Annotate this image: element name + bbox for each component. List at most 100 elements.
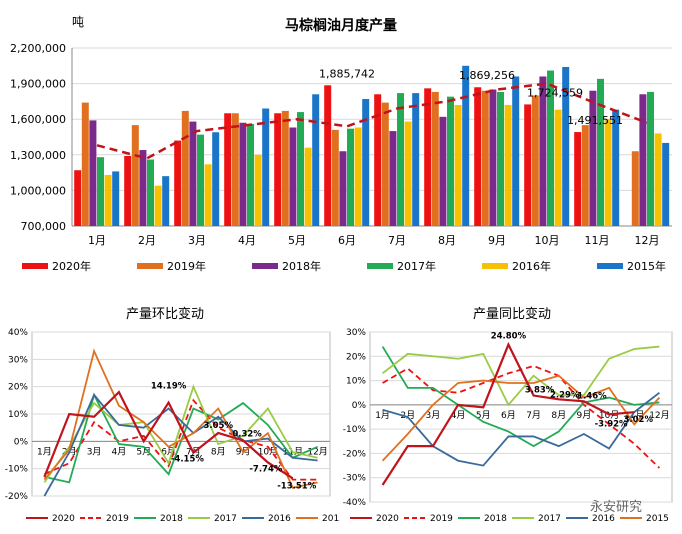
average-line <box>96 82 648 160</box>
bar-2018年 <box>339 151 347 226</box>
legend-swatch <box>482 263 508 269</box>
chart-title: 马棕榈油月度产量 <box>285 17 397 34</box>
legend-label: 2019年 <box>167 259 206 273</box>
data-label: 3.02% <box>624 415 654 425</box>
bar-2017年 <box>297 112 304 226</box>
y-tick-label: 1,000,000 <box>10 184 66 197</box>
bar-2015年 <box>612 109 620 226</box>
legend-label: 2018年 <box>282 259 321 273</box>
bar-2017年 <box>497 91 504 226</box>
y-tick-label: 30% <box>8 355 28 365</box>
data-label: 24.80% <box>491 332 527 342</box>
bar-2019年 <box>381 102 389 226</box>
x-tick-label: 7月 <box>388 234 406 247</box>
bar-2016年 <box>354 127 362 226</box>
x-tick-label: 12月 <box>635 234 660 247</box>
bar-2019年 <box>81 102 89 226</box>
x-tick-label: 8月 <box>551 410 566 421</box>
legend-label: 2017 <box>538 514 561 524</box>
bar-2019年 <box>281 110 289 226</box>
data-label: 3.83% <box>525 386 555 396</box>
legend-swatch <box>597 263 623 269</box>
bar-2019年 <box>481 90 489 226</box>
x-tick-label: 8月 <box>438 234 456 247</box>
bar-2020年 <box>174 140 182 226</box>
bar-2020年 <box>524 104 532 226</box>
bar-2015年 <box>212 132 220 226</box>
bar-2016年 <box>304 147 312 226</box>
bar-2017年 <box>647 91 654 226</box>
data-label: -7.74% <box>249 464 282 474</box>
y-axis-unit: 吨 <box>72 15 84 29</box>
bar-2016年 <box>504 104 512 226</box>
bar-2017年 <box>97 157 104 226</box>
bar-2016年 <box>454 104 462 226</box>
bar-2016年 <box>604 119 612 226</box>
legend-label: 2015 <box>322 514 340 524</box>
series-line-2020 <box>43 390 294 480</box>
y-tick-label: -20% <box>5 492 29 502</box>
x-tick-label: 6月 <box>161 446 176 457</box>
x-tick-label: 3月 <box>87 446 102 457</box>
series-line-2017 <box>43 384 318 483</box>
y-tick-label: 40% <box>8 328 28 338</box>
bar-2019年 <box>231 113 239 226</box>
bar-2016年 <box>654 133 662 226</box>
series-line-2018 <box>381 346 660 448</box>
y-tick-label: 20% <box>8 383 28 393</box>
legend-label: 2019 <box>106 514 129 524</box>
x-tick-label: 12月 <box>307 446 327 457</box>
bar-2015年 <box>112 171 120 226</box>
bar-2015年 <box>662 142 670 226</box>
bar-2018年 <box>489 89 497 227</box>
legend-label: 2019 <box>430 514 453 524</box>
y-tick-label: 2,200,000 <box>10 42 66 55</box>
series-line-2020 <box>381 341 635 486</box>
x-tick-label: 7月 <box>526 410 541 421</box>
x-tick-label: 2月 <box>400 410 415 421</box>
bar-2017年 <box>197 134 204 226</box>
legend-label: 2016 <box>592 514 615 524</box>
y-tick-label: -10% <box>343 425 367 435</box>
data-label: 1,724,559 <box>527 86 583 99</box>
bar-2015年 <box>562 66 570 226</box>
bar-2015年 <box>262 108 270 226</box>
y-tick-label: 10% <box>8 410 28 420</box>
x-tick-label: 4月 <box>112 446 127 457</box>
bar-2017年 <box>447 96 454 226</box>
data-label: 2.29% <box>550 390 580 400</box>
bar-2017年 <box>547 70 554 227</box>
bar-2018年 <box>539 76 547 226</box>
bar-2020年 <box>124 155 132 226</box>
x-tick-label: 5月 <box>476 410 491 421</box>
bar-2019年 <box>631 151 639 226</box>
x-tick-label: 8月 <box>211 446 226 457</box>
data-label: 14.19% <box>151 382 187 392</box>
watermark-text: 永安研究 <box>590 500 643 515</box>
bar-2018年 <box>589 90 597 226</box>
bar-2020年 <box>424 88 432 226</box>
chart-title: 产量同比变动 <box>473 306 551 322</box>
y-tick-label: 30% <box>346 328 366 338</box>
x-tick-label: 12月 <box>649 410 669 421</box>
bar-2018年 <box>189 121 197 226</box>
y-tick-label: -40% <box>343 498 367 508</box>
bar-2019年 <box>131 125 139 226</box>
legend-label: 2020年 <box>52 259 91 273</box>
legend-label: 2020 <box>376 514 399 524</box>
bar-2020年 <box>474 87 482 226</box>
y-tick-label: 20% <box>346 352 366 362</box>
data-label: 0.32% <box>232 429 262 439</box>
bar-2020年 <box>224 113 232 226</box>
legend-label: 2017年 <box>397 259 436 273</box>
legend-label: 2016 <box>268 514 291 524</box>
bar-2016年 <box>104 174 112 226</box>
series-line-2017 <box>382 345 660 407</box>
x-tick-label: 4月 <box>451 410 466 421</box>
y-tick-label: 1,300,000 <box>10 149 66 162</box>
x-tick-label: 1月 <box>375 410 390 421</box>
data-label: 3.05% <box>204 421 234 431</box>
bar-2018年 <box>89 120 97 226</box>
x-tick-label: 9月 <box>488 234 506 247</box>
bar-2017年 <box>347 128 354 226</box>
